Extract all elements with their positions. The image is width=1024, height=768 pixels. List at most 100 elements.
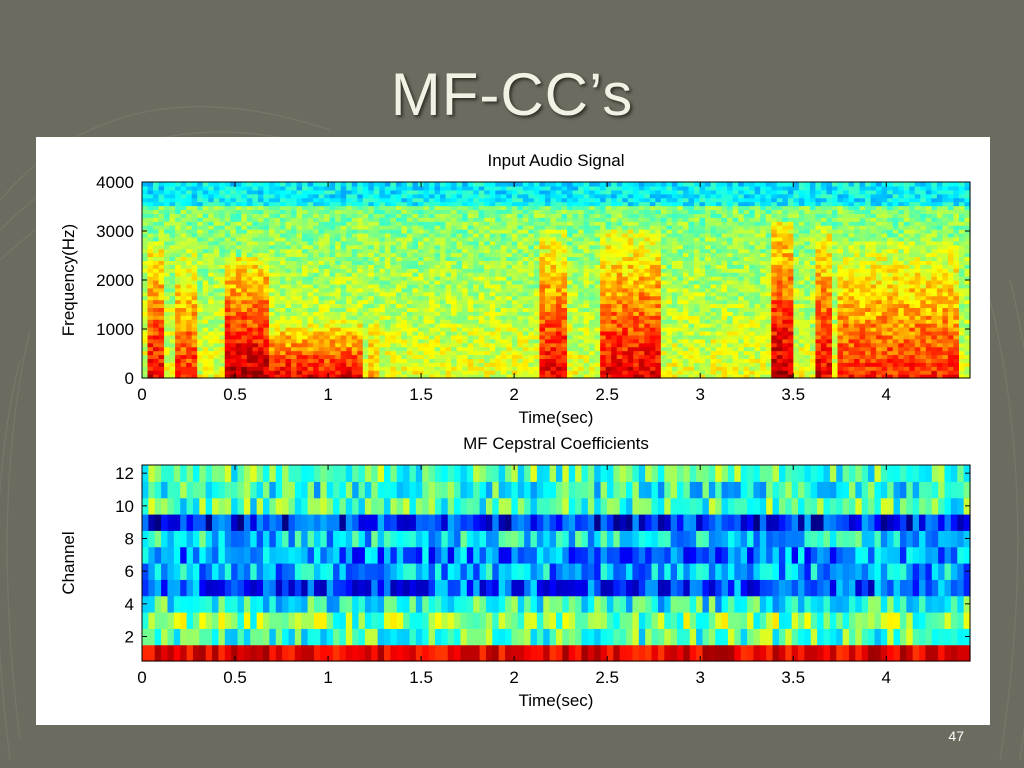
heatmap-cell (246, 283, 253, 289)
heatmap-cell (252, 185, 259, 191)
heatmap-cell (263, 291, 270, 297)
heatmap-cell (638, 330, 645, 336)
heatmap-cell (495, 189, 502, 195)
heatmap-cell (213, 295, 220, 301)
heatmap-cell (268, 354, 276, 359)
heatmap-cell (340, 256, 347, 261)
heatmap-cell (302, 248, 309, 254)
heatmap-cell (340, 295, 347, 301)
heatmap-cell (550, 319, 557, 324)
heatmap-cell (280, 248, 287, 254)
heatmap-cell (561, 260, 568, 265)
heatmap-cell (362, 201, 369, 207)
heatmap-cell (390, 350, 397, 356)
heatmap-cell (412, 272, 419, 277)
heatmap-cell (638, 268, 645, 273)
heatmap-cell (268, 366, 276, 371)
heatmap-cell (445, 276, 452, 281)
heatmap-cell (324, 362, 331, 367)
heatmap-cell (147, 287, 154, 293)
heatmap-cell (318, 276, 325, 281)
heatmap-cell (230, 303, 237, 309)
heatmap-cell (208, 299, 215, 305)
heatmap-cell (583, 260, 590, 265)
heatmap-cell (373, 295, 380, 301)
heatmap-cell (296, 319, 303, 324)
heatmap-cell (346, 185, 353, 191)
heatmap-cell (517, 342, 524, 348)
heatmap-cell (567, 295, 574, 301)
heatmap-cell (230, 240, 237, 246)
heatmap-cell (671, 213, 679, 218)
heatmap-cell (241, 346, 248, 352)
heatmap-cell (395, 370, 403, 375)
heatmap-cell (164, 252, 171, 258)
heatmap-cell (429, 229, 436, 234)
heatmap-cell (467, 315, 474, 320)
heatmap-cell (533, 280, 541, 285)
heatmap-cell (208, 291, 215, 297)
heatmap-cell (644, 189, 651, 195)
heatmap-cell (589, 240, 596, 246)
heatmap-cell (368, 319, 375, 324)
heatmap-cell (666, 338, 673, 344)
heatmap-cell (589, 185, 596, 191)
heatmap-cell (235, 205, 242, 211)
heatmap-cell (329, 209, 336, 214)
heatmap-cell (373, 221, 380, 226)
heatmap-cell (169, 229, 176, 234)
heatmap-cell (423, 315, 430, 320)
heatmap-cell (462, 209, 469, 214)
heatmap-cell (291, 350, 298, 356)
heatmap-cell (660, 358, 667, 363)
heatmap-cell (224, 342, 231, 348)
heatmap-cell (478, 221, 485, 226)
heatmap-cell (351, 244, 358, 250)
heatmap-cell (346, 346, 353, 352)
heatmap-cell (224, 240, 231, 246)
heatmap-cell (682, 272, 690, 277)
heatmap-cell (296, 315, 303, 320)
heatmap-cell (489, 193, 496, 199)
heatmap-cell (511, 342, 518, 348)
heatmap-cell (594, 354, 601, 359)
heatmap-cell (296, 291, 303, 297)
heatmap-cell (280, 291, 287, 297)
heatmap-cell (285, 303, 292, 309)
heatmap-cell (429, 225, 436, 230)
heatmap-cell (390, 260, 397, 265)
heatmap-cell (594, 256, 601, 261)
heatmap-cell (351, 252, 358, 258)
heatmap-cell (495, 185, 502, 191)
heatmap-cell (263, 236, 270, 242)
heatmap-cell (164, 287, 171, 293)
heatmap-cell (622, 299, 629, 305)
heatmap-cell (517, 295, 524, 301)
heatmap-cell (528, 189, 535, 195)
heatmap-cell (318, 283, 325, 289)
heatmap-cell (362, 232, 369, 238)
heatmap-cell (511, 182, 518, 187)
heatmap-cell (147, 240, 154, 246)
heatmap-cell (528, 244, 535, 250)
heatmap-cell (666, 303, 673, 309)
heatmap-cell (556, 350, 563, 356)
heatmap-cell (440, 201, 447, 207)
heatmap-cell (158, 370, 165, 375)
heatmap-cell (252, 280, 259, 285)
heatmap-cell (440, 350, 447, 356)
heatmap-cell (285, 264, 292, 269)
heatmap-cell (572, 264, 579, 269)
heatmap-cell (473, 319, 480, 324)
heatmap-cell (186, 225, 193, 230)
heatmap-cell (351, 189, 358, 195)
heatmap-cell (395, 323, 403, 328)
heatmap-cell (539, 236, 546, 242)
heatmap-cell (600, 307, 607, 312)
heatmap-cell (318, 366, 325, 371)
heatmap-cell (627, 342, 634, 348)
heatmap-cell (583, 229, 590, 234)
heatmap-cell (384, 334, 391, 340)
heatmap-cell (440, 346, 447, 352)
heatmap-cell (318, 248, 325, 254)
